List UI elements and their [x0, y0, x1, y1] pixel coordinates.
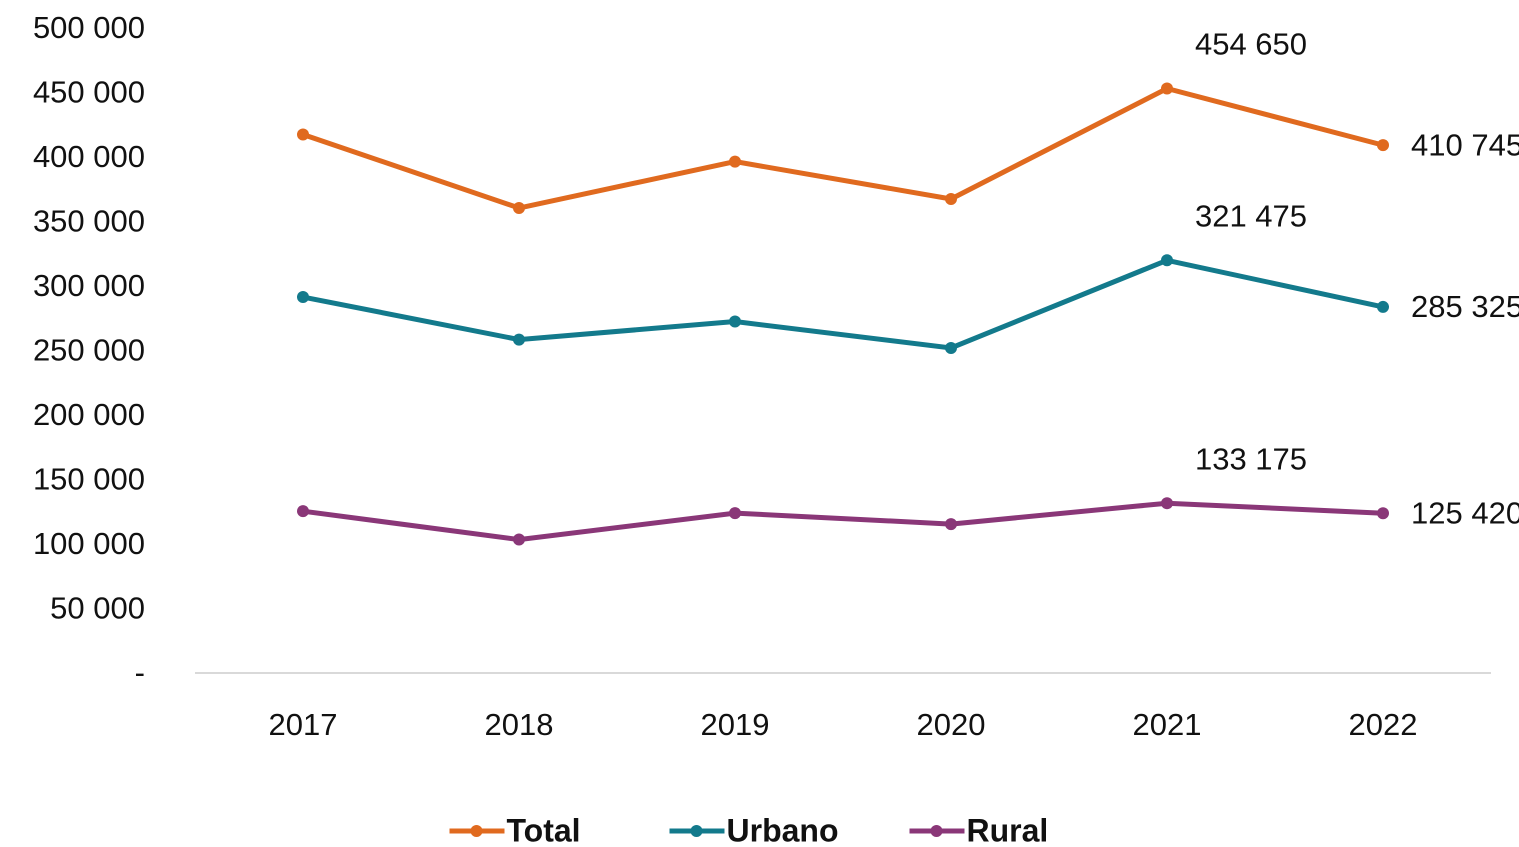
- series-line: [302, 257, 1384, 351]
- legend-label: Urbano: [727, 812, 839, 847]
- legend-marker: [470, 825, 483, 837]
- y-tick-label: 150 000: [33, 462, 145, 497]
- point: [729, 507, 741, 520]
- legend-marker: [930, 825, 943, 837]
- series-line: [302, 85, 1384, 211]
- series-line: [302, 500, 1384, 543]
- point: [1377, 139, 1389, 152]
- y-tick-label: 250 000: [33, 333, 145, 368]
- point: [513, 533, 525, 546]
- point: [1377, 507, 1389, 520]
- point: [945, 192, 957, 205]
- y-tick-label: -: [135, 655, 145, 690]
- y-tick-label: 100 000: [33, 526, 145, 561]
- point: [1377, 300, 1389, 313]
- point: [297, 291, 309, 304]
- x-tick-label: 2020: [917, 707, 986, 742]
- data-label: 321 475: [1195, 198, 1307, 233]
- y-tick-label: 200 000: [33, 397, 145, 432]
- point: [1161, 497, 1173, 510]
- data-label: 125 420: [1411, 495, 1519, 530]
- y-tick-label: 50 000: [50, 591, 145, 626]
- point: [729, 315, 741, 328]
- data-label: 454 650: [1195, 27, 1307, 62]
- point: [945, 518, 957, 531]
- point: [1161, 82, 1173, 95]
- y-tick-label: 500 000: [33, 10, 145, 45]
- data-label: 410 745: [1411, 127, 1519, 162]
- point: [297, 505, 309, 518]
- legend-label: Rural: [967, 812, 1049, 847]
- x-tick-label: 2021: [1133, 707, 1202, 742]
- x-tick-label: 2019: [701, 707, 770, 742]
- legend-label: Total: [507, 812, 581, 847]
- y-tick-label: 300 000: [33, 268, 145, 303]
- point: [945, 341, 957, 354]
- point: [729, 155, 741, 168]
- data-label: 285 325: [1411, 289, 1519, 324]
- legend-marker: [690, 825, 703, 837]
- point: [1161, 254, 1173, 267]
- point: [297, 128, 309, 141]
- point: [513, 202, 525, 215]
- y-tick-label: 450 000: [33, 75, 145, 110]
- y-tick-label: 400 000: [33, 139, 145, 174]
- x-tick-label: 2022: [1349, 707, 1418, 742]
- y-tick-label: 350 000: [33, 204, 145, 239]
- point: [513, 333, 525, 346]
- data-label: 133 175: [1195, 441, 1307, 476]
- x-tick-label: 2018: [485, 707, 554, 742]
- x-tick-label: 2017: [269, 707, 338, 742]
